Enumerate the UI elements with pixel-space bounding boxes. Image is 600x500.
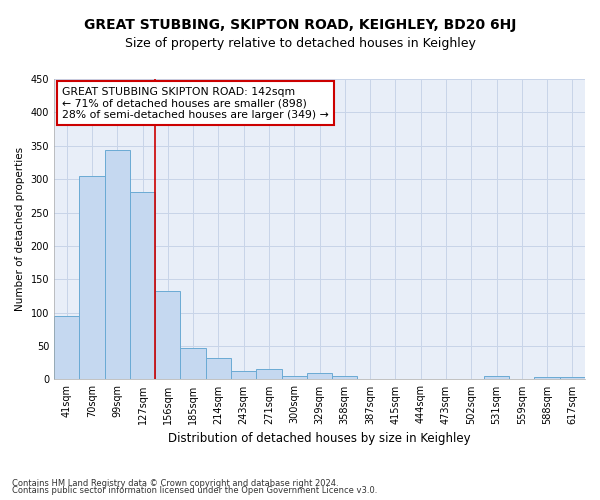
Bar — [281, 376, 307, 380]
Text: Size of property relative to detached houses in Keighley: Size of property relative to detached ho… — [125, 38, 475, 51]
Bar — [79, 176, 104, 380]
Y-axis label: Number of detached properties: Number of detached properties — [15, 147, 25, 312]
Text: GREAT STUBBING SKIPTON ROAD: 142sqm
← 71% of detached houses are smaller (898)
2: GREAT STUBBING SKIPTON ROAD: 142sqm ← 71… — [62, 86, 329, 120]
Bar — [130, 192, 155, 380]
Bar — [332, 376, 358, 380]
Text: Contains public sector information licensed under the Open Government Licence v3: Contains public sector information licen… — [12, 486, 377, 495]
Bar — [104, 150, 130, 380]
Bar — [155, 290, 181, 380]
Bar — [535, 377, 560, 380]
Bar — [231, 371, 256, 380]
Bar — [256, 368, 281, 380]
Bar — [181, 348, 206, 380]
Text: GREAT STUBBING, SKIPTON ROAD, KEIGHLEY, BD20 6HJ: GREAT STUBBING, SKIPTON ROAD, KEIGHLEY, … — [84, 18, 516, 32]
Bar — [206, 358, 231, 380]
Bar — [54, 316, 79, 380]
Bar — [307, 374, 332, 380]
X-axis label: Distribution of detached houses by size in Keighley: Distribution of detached houses by size … — [168, 432, 471, 445]
Bar — [484, 376, 509, 380]
Text: Contains HM Land Registry data © Crown copyright and database right 2024.: Contains HM Land Registry data © Crown c… — [12, 478, 338, 488]
Bar — [560, 377, 585, 380]
